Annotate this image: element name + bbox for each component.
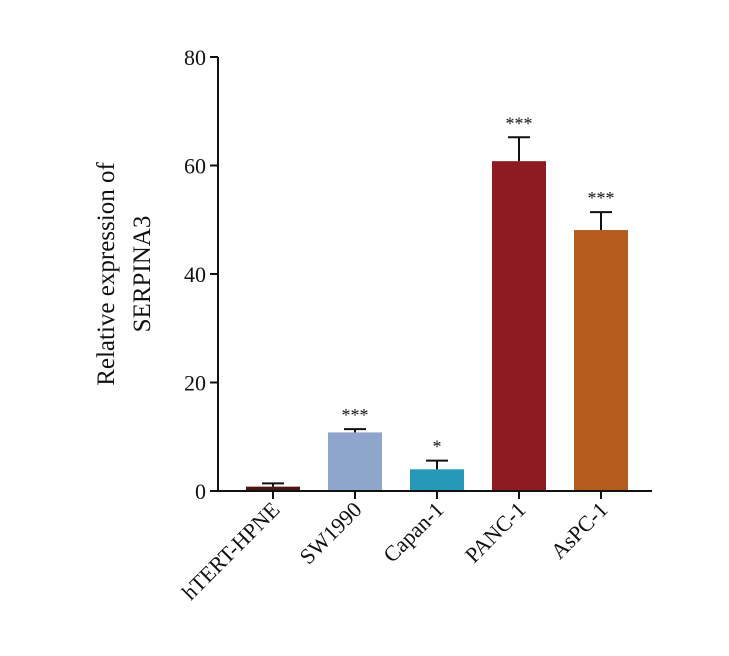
bar-sw1990: [328, 432, 382, 491]
bar-htert-hpne: [246, 486, 300, 491]
y-axis-title-line-2: SERPINA3: [129, 216, 156, 333]
x-tick-label: Capan-1: [378, 497, 448, 567]
x-tick-label: SW1990: [294, 497, 366, 569]
significance-label: ***: [588, 188, 615, 208]
significance-label: ***: [506, 113, 533, 133]
y-tick-label: 20: [184, 371, 206, 396]
x-tick-label: AsPC-1: [546, 497, 613, 564]
y-tick-label: 60: [184, 154, 206, 179]
y-axis-title-line-1: Relative expression of: [93, 162, 120, 386]
y-axis-ticks: 0 20 40 60 80: [184, 45, 218, 504]
y-tick-label: 0: [195, 479, 206, 504]
y-axis-title: Relative expression of SERPINA3: [93, 162, 156, 386]
x-axis-ticks: hTERT-HPNE SW1990 Capan-1 PANC-1 AsPC-1: [177, 491, 613, 605]
significance-label: *: [433, 437, 442, 457]
x-tick-label: hTERT-HPNE: [177, 497, 285, 605]
x-tick-label: PANC-1: [460, 497, 531, 568]
bar-aspc-1: [574, 230, 628, 491]
y-tick-label: 80: [184, 45, 206, 70]
bar-panc-1: [492, 161, 546, 491]
y-tick-label: 40: [184, 262, 206, 287]
bar-capan-1: [410, 469, 464, 491]
significance-label: ***: [342, 405, 369, 425]
bars: **********: [246, 113, 628, 491]
